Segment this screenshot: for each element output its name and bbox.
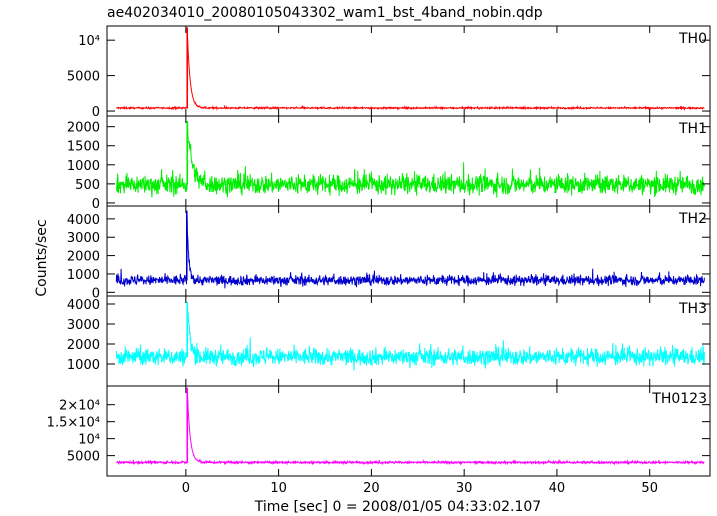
panel-th2: 0 1000 2000 3000 4000 TH2: [67, 205, 711, 301]
x-tick-label: 30: [456, 481, 473, 496]
y-tick-label: 10⁴: [78, 34, 100, 49]
x-tick-label: 20: [363, 481, 380, 496]
y-tick-label: 500: [75, 178, 100, 193]
y-tick-label: 0: [92, 286, 100, 301]
series-line-th2: [115, 211, 705, 289]
x-axis-ticks: 0 10 20 30 40 50: [182, 481, 658, 496]
y-tick-label: 5000: [67, 450, 100, 465]
series-label-th2: TH2: [678, 211, 707, 227]
panel-frame: [106, 115, 711, 207]
y-axis-label: Counts/sec: [34, 219, 50, 296]
y-tick-label: 4000: [67, 298, 100, 313]
y-tick-label: 2×10⁴: [59, 399, 100, 414]
y-tick-label: 1000: [67, 159, 100, 174]
series-label-th3: TH3: [678, 301, 707, 317]
panel-frame: [106, 295, 711, 387]
series-line-th0: [116, 36, 705, 111]
y-tick-label: 0: [92, 197, 100, 212]
y-tick-label: 2000: [67, 338, 100, 353]
y-tick-label: 3000: [67, 231, 100, 246]
y-tick-label: 10⁴: [78, 433, 100, 448]
panel-th1: 0 500 1000 1500 2000 TH1: [67, 115, 711, 212]
series-line-th3: [115, 305, 705, 371]
series-line-th1: [115, 121, 705, 198]
x-tick-label: 0: [182, 481, 190, 496]
x-tick-label: 10: [270, 481, 287, 496]
x-axis-label: Time [sec] 0 = 2008/01/05 04:33:02.107: [254, 499, 541, 515]
panel-th0123: 5000 10⁴ 1.5×10⁴ 2×10⁴ TH0123: [47, 385, 711, 477]
y-tick-label: 1500: [67, 140, 100, 155]
y-tick-label: 1000: [67, 268, 100, 283]
y-tick-label: 2000: [67, 121, 100, 136]
chart-title: ae402034010_20080105043302_wam1_bst_4ban…: [107, 5, 543, 21]
y-tick-label: 4000: [67, 213, 100, 228]
panel-frame: [106, 25, 711, 117]
panel-th3: 1000 2000 3000 4000 TH3: [67, 295, 711, 387]
y-tick-label: 3000: [67, 318, 100, 333]
series-label-th0123: TH0123: [651, 391, 707, 407]
y-tick-label: 1.5×10⁴: [47, 416, 100, 431]
series-label-th0: TH0: [678, 31, 707, 47]
y-tick-label: 5000: [67, 70, 100, 85]
panel-frame: [106, 385, 711, 477]
y-tick-label: 1000: [67, 358, 100, 373]
panel-th0: 0 5000 10⁴ TH0: [67, 25, 711, 120]
y-tick-label: 0: [92, 105, 100, 120]
x-tick-label: 40: [549, 481, 566, 496]
panels: 0 5000 10⁴ TH0 0 500 1000 1500 2000 TH1 0 1000 2000 3…: [47, 25, 711, 477]
series-line-th0123: [115, 395, 705, 466]
y-tick-label: 2000: [67, 250, 100, 265]
series-label-th1: TH1: [678, 121, 707, 137]
x-tick-label: 50: [641, 481, 658, 496]
